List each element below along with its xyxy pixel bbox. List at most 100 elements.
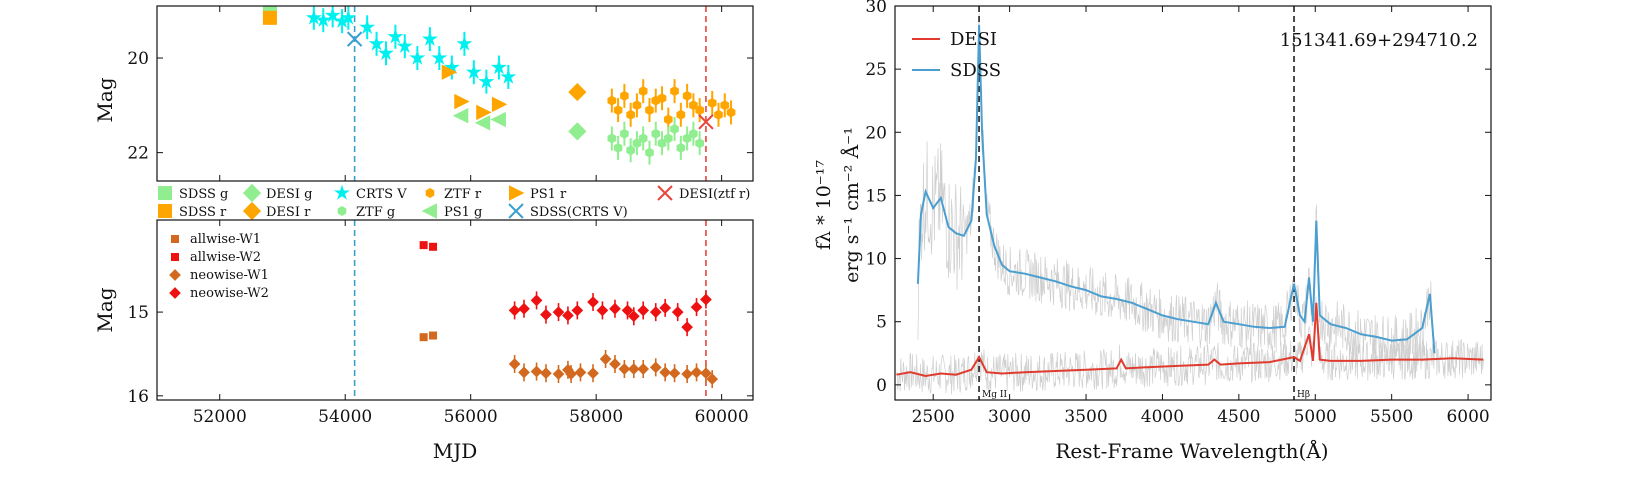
line-label-h: Hβ [1297,390,1310,400]
crts-v-point [387,28,404,44]
ztf-r-point [682,90,692,101]
x-tick-label: 2500 [912,407,955,427]
neowise-w1-point [668,367,681,380]
neowise-w2-point [690,301,703,313]
ztf-r-point [632,100,642,111]
legend-marker-neowise-w2 [169,287,181,299]
neowise-w2-point [530,294,543,307]
y-tick-label: 5 [876,313,887,333]
legend-label-ztf-r: ZTF r [444,187,482,202]
ztf-g-point [664,133,673,144]
ztf-r-point [638,86,648,97]
legend-label-allwise-w1: allwise-W1 [190,232,261,247]
neowise-w2-point [671,306,684,318]
neowise-w2-point [700,293,712,306]
legend-label-ps1-g: PS1 g [444,205,482,220]
ztf-r-point [620,90,629,101]
ztf-g-point [626,145,635,156]
legend-marker-allwise-w1 [171,235,179,243]
x-tick-label: 4000 [1141,407,1184,427]
legend-label-sdss-r: SDSS r [179,205,227,220]
bottom-left-xlabel: MJD [433,439,478,463]
neowise-w2-point [540,308,552,321]
ztf-r-point [676,109,686,120]
ztf-r-point [607,95,617,106]
crts-v-point [378,44,394,61]
crts-v-point [396,37,413,53]
legend-marker-desi-g [242,183,262,203]
x-tick-label: 54000 [318,407,372,427]
legend-marker-sdss-crts-v [508,203,524,219]
bottom-left-plot-area [353,220,719,400]
desi-ztf-r-point [698,114,714,130]
y-tick-label: 16 [127,387,149,407]
neowise-w2-point [681,321,693,334]
x-tick-label: 52000 [193,407,247,427]
crts-v-point [443,59,460,75]
neowise-w2-point [621,304,634,317]
sdss-crts-v-point [346,31,363,47]
y-tick-label: 30 [865,0,887,17]
neowise-w2-point [552,306,565,318]
crts-v-point [490,59,507,75]
neowise-w2-point [562,309,574,322]
legend-label-neowise-w2: neowise-W2 [190,286,269,301]
crts-v-point [324,7,341,23]
ztf-g-point [645,147,654,158]
legend-label-desi: DESI [950,29,997,50]
crts-v-point [465,63,482,79]
ztf-r-point [670,86,679,97]
legend-label-ztf-g: ZTF g [356,205,395,220]
ztf-r-point [626,109,635,120]
lightcurve-wise-panel: 52000 54000 56000 58000 600001516allwise-W1a… [127,219,754,427]
crts-v-point [305,9,322,25]
y-tick-label: 15 [127,303,149,323]
neowise-w2-point [627,310,640,323]
ps1-r-point [476,104,492,121]
right-ylabel-line2: erg s⁻¹ cm⁻² Å⁻¹ [841,127,863,283]
legend-label-allwise-w2: allwise-W2 [190,250,261,265]
ztf-r-point [726,107,736,118]
y-tick-label: 10 [865,250,887,270]
ztf-r-point [613,105,623,116]
neowise-w1-point [700,367,712,380]
top-left-plot-area [262,6,736,181]
crts-v-point [421,30,438,46]
top-left-frame [156,5,754,182]
y-tick-label: 15 [865,186,887,206]
crts-v-point [368,35,385,51]
ztf-r-point [707,98,717,108]
legend-marker-crts-v [334,184,350,200]
x-tick-label: 58000 [569,407,623,427]
neowise-w1-point [637,363,650,375]
ztf-r-point [657,93,667,104]
x-tick-label: 3000 [988,407,1031,427]
legend-label-sdss-crts-v: SDSS(CRTS V) [530,205,628,220]
line-label-mg-ii: Mg II [982,390,1007,400]
neowise-w2-point [518,302,530,315]
legend-marker-sdss-r [158,204,172,218]
x-tick-label: 4500 [1217,407,1260,427]
y-tick-label: 20 [865,123,887,143]
crts-v-point [456,35,473,51]
ztf-r-point [441,64,458,80]
legend-marker-ps1-r [509,185,525,201]
x-tick-label: 56000 [444,407,498,427]
desi-g-point [568,122,587,141]
legend-label-crts-v: CRTS V [356,187,407,202]
ztf-g-point [613,142,623,153]
legend-label-desi-r: DESI r [266,205,311,220]
right-legend: DESI SDSS [912,29,1001,81]
neowise-w2-point [596,304,609,317]
legend-label-neowise-w1: neowise-W1 [190,268,269,283]
ztf-r-point [720,100,730,111]
ps1-r-point [491,96,508,113]
crts-v-point [431,49,448,65]
right-xlabel: Rest-Frame Wavelength(Å) [1055,438,1328,463]
neowise-w1-point [530,365,543,378]
neowise-w2-point [659,302,672,314]
bottom-left-legend: allwise-W1 allwise-W2 neowise-W1 neowise-W2 [169,232,269,301]
legend-marker-desi-r [242,201,262,221]
right-title: 151341.69+294710.2 [1280,30,1478,51]
